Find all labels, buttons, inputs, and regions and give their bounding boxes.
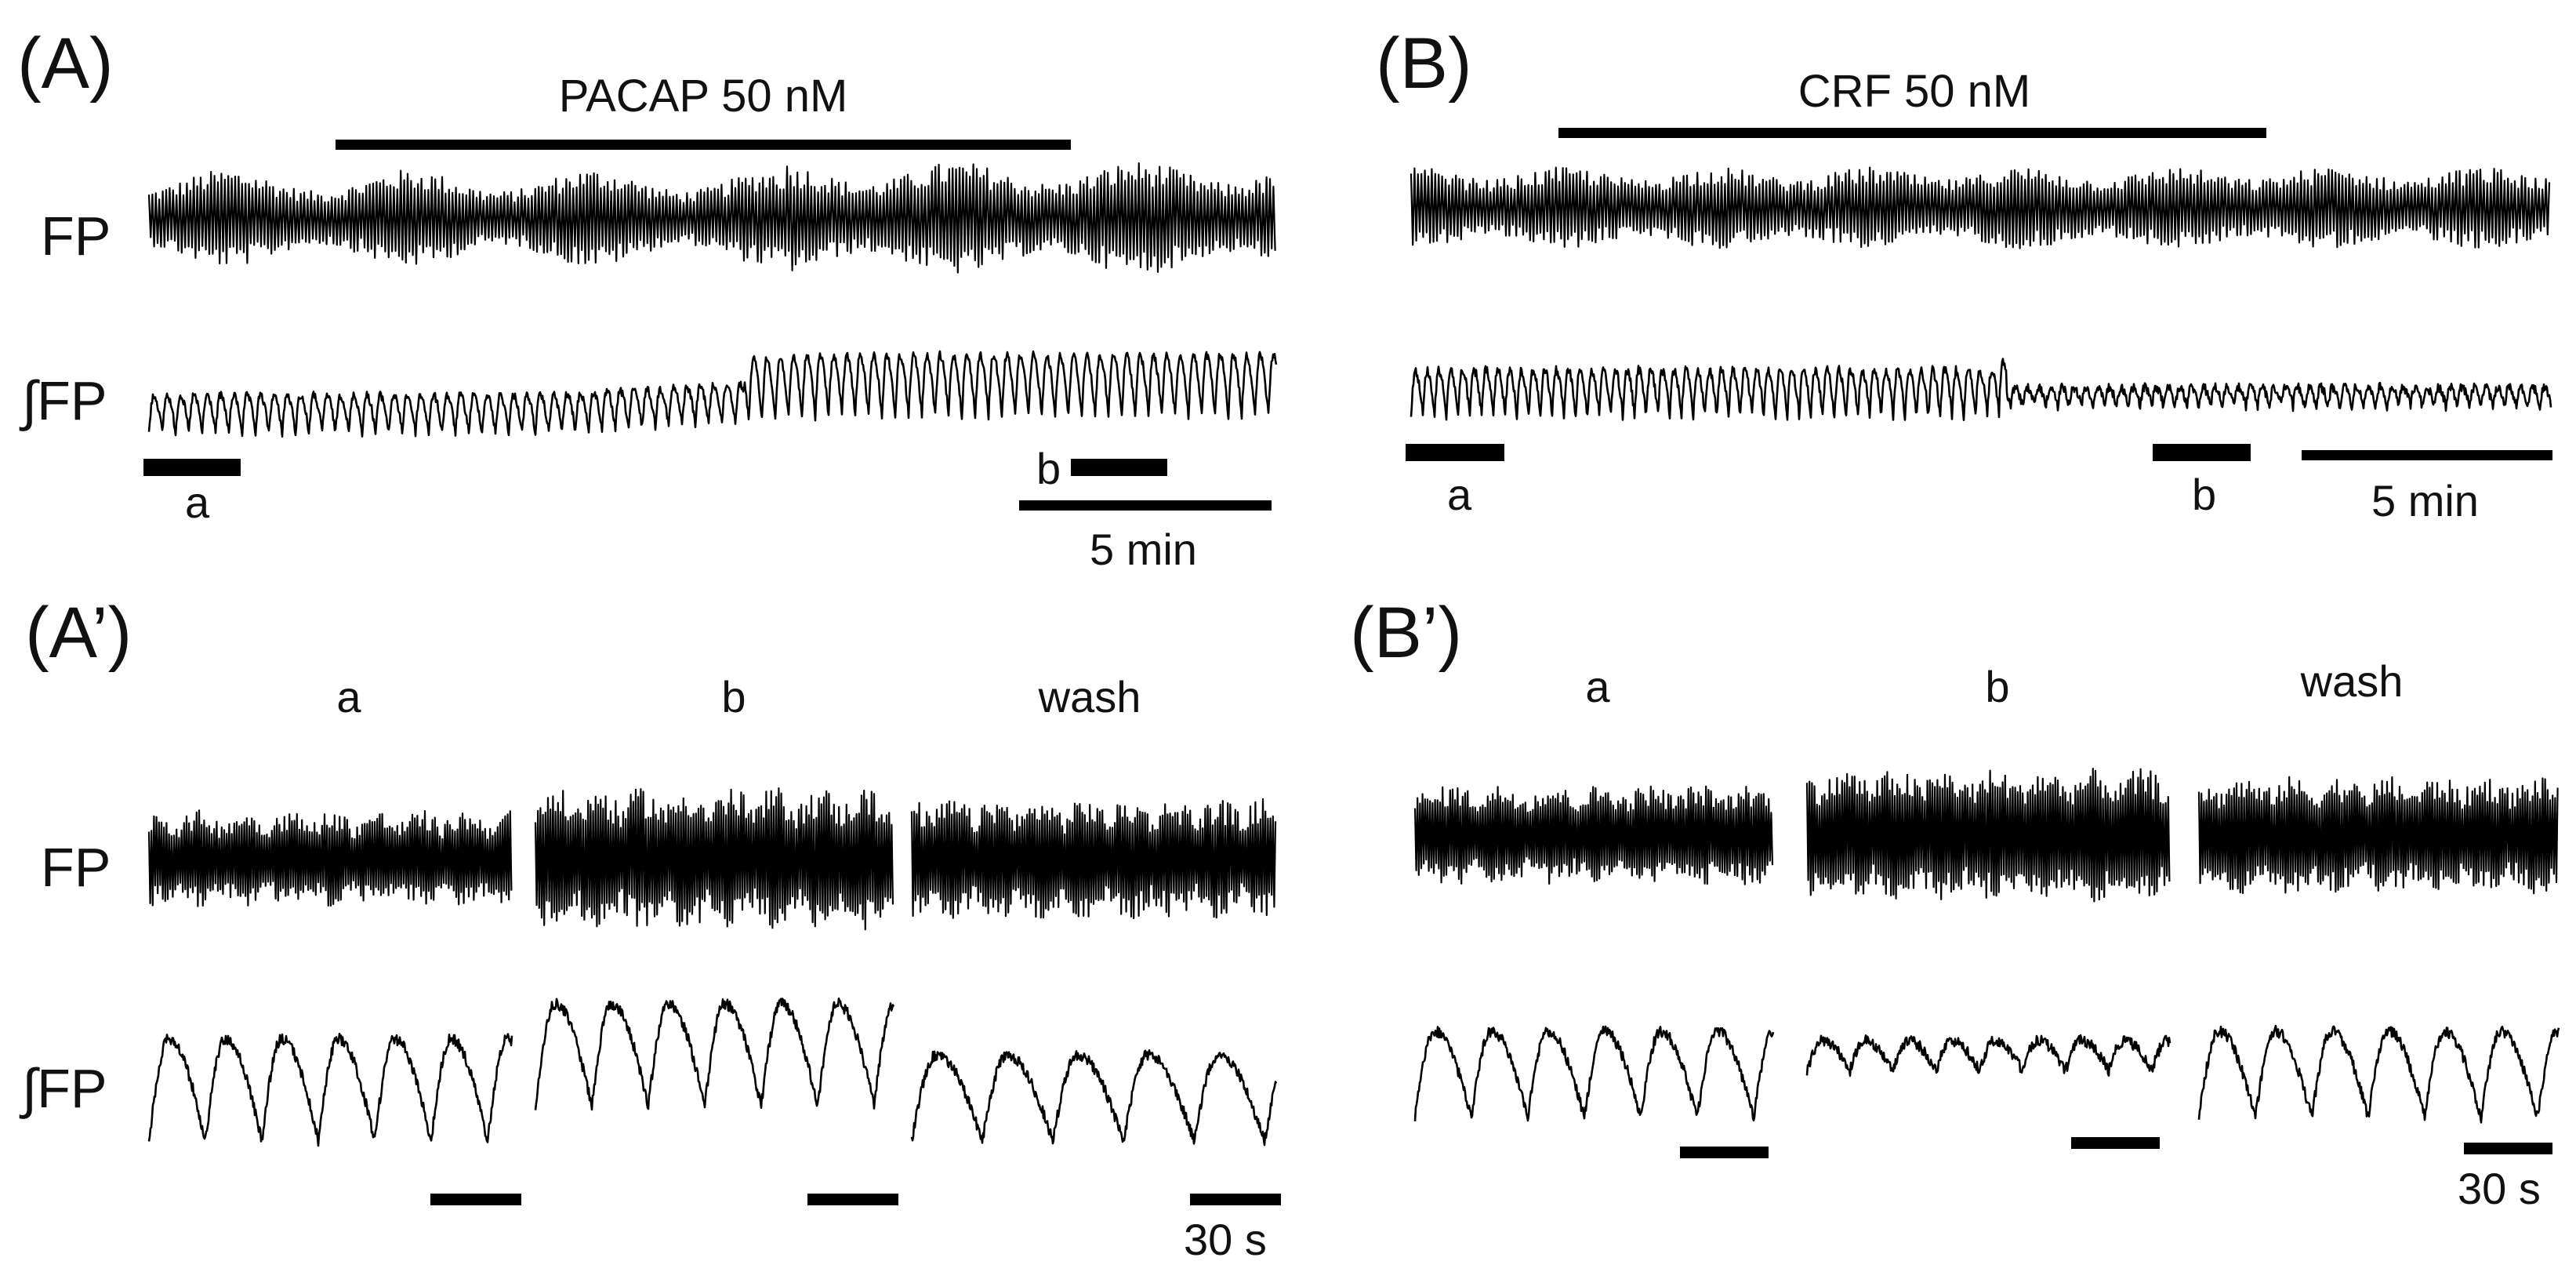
panel-a-segment-b-bar <box>1071 459 1167 476</box>
fp-trace-path <box>534 787 894 931</box>
panel-b: (B) CRF 50 nM a b 5 min <box>1376 24 2552 525</box>
panel-a-segment-b-label: b <box>1036 444 1061 493</box>
panel-b-prime-bar-a <box>1680 1147 1769 1158</box>
panel-a-scale-bar <box>1019 500 1272 511</box>
panel-a-label: (A) <box>17 24 114 104</box>
panel-b-prime: (B’) a b wash 30 s <box>1350 593 2560 1213</box>
panel-a-prime-fp-traces <box>147 787 1277 931</box>
pacap-application-bar <box>336 140 1071 150</box>
panel-b-prime-bar-b <box>2071 1137 2160 1149</box>
panel-a: (A) PACAP 50 nM FP ∫FP a b 5 min <box>17 24 1278 574</box>
panel-b-integrated-trace <box>1410 358 2552 421</box>
panel-a-segment-a-bar <box>143 459 241 476</box>
panel-b-prime-scale-label: 30 s <box>2458 1164 2541 1213</box>
fp-trace-path <box>910 798 1277 920</box>
panel-b-prime-fp-traces <box>1413 768 2559 903</box>
panel-a-prime-sub-wash: wash <box>1038 672 1141 721</box>
integrated-trace-path <box>2197 1024 2560 1124</box>
panel-b-fp-trace <box>1410 166 2551 249</box>
panel-b-prime-scale-bar <box>2464 1143 2552 1154</box>
panel-b-prime-sub-wash: wash <box>2300 656 2404 706</box>
crf-drug-label: CRF 50 nM <box>1798 66 2031 117</box>
panel-a-prime-sub-a: a <box>336 672 361 721</box>
panel-a-prime-scale-label: 30 s <box>1184 1215 1267 1264</box>
panel-a-prime-fp-label: FP <box>41 837 111 898</box>
integrated-trace-path <box>534 998 895 1111</box>
panel-b-prime-integrated-traces <box>1413 1024 2560 1124</box>
crf-application-bar <box>1558 128 2266 138</box>
panel-a-prime-scale-bar <box>1190 1194 1281 1205</box>
fp-trace-path <box>2197 776 2559 895</box>
panel-b-prime-label: (B’) <box>1350 593 1462 673</box>
panel-a-prime: (A’) a b wash FP ∫FP 30 s <box>19 593 1281 1264</box>
fp-trace-path <box>147 162 1276 274</box>
fp-trace-path <box>1413 785 1774 885</box>
panel-a-prime-integrated-traces <box>147 998 1278 1147</box>
fp-trace-path <box>147 809 513 907</box>
panel-a-ifp-label: ∫FP <box>19 370 107 431</box>
panel-a-prime-sub-b: b <box>721 672 746 721</box>
integrated-trace-path <box>147 1033 513 1147</box>
integrated-trace-path <box>910 1049 1278 1147</box>
panel-a-prime-ifp-label: ∫FP <box>19 1058 107 1119</box>
panel-b-segment-b-label: b <box>2192 470 2216 519</box>
integrated-trace-path <box>1410 358 2552 421</box>
panel-b-prime-sub-b: b <box>1985 662 2009 711</box>
panel-a-segment-a-label: a <box>185 478 210 527</box>
pacap-drug-label: PACAP 50 nM <box>559 71 848 122</box>
panel-b-scale-label: 5 min <box>2371 476 2479 525</box>
panel-a-fp-trace <box>147 162 1276 274</box>
panel-a-integrated-trace <box>147 350 1278 438</box>
panel-a-prime-bar-b <box>807 1194 898 1205</box>
panel-a-scale-label: 5 min <box>1090 525 1197 574</box>
fp-trace-path <box>1805 768 2171 903</box>
panel-b-segment-a-bar <box>1406 444 1504 461</box>
panel-b-scale-bar <box>2302 450 2552 460</box>
fp-trace-path <box>1410 166 2551 249</box>
panel-b-label: (B) <box>1376 24 1472 104</box>
integrated-trace-path <box>1413 1025 1775 1122</box>
panel-b-segment-b-bar <box>2153 444 2251 461</box>
integrated-trace-path <box>147 350 1278 438</box>
integrated-trace-path <box>1805 1034 2171 1078</box>
panel-a-prime-bar-a <box>430 1194 521 1205</box>
panel-a-fp-label: FP <box>41 205 111 267</box>
panel-b-segment-a-label: a <box>1447 470 1472 519</box>
panel-a-prime-label: (A’) <box>25 593 132 673</box>
panel-b-prime-sub-a: a <box>1585 662 1610 711</box>
